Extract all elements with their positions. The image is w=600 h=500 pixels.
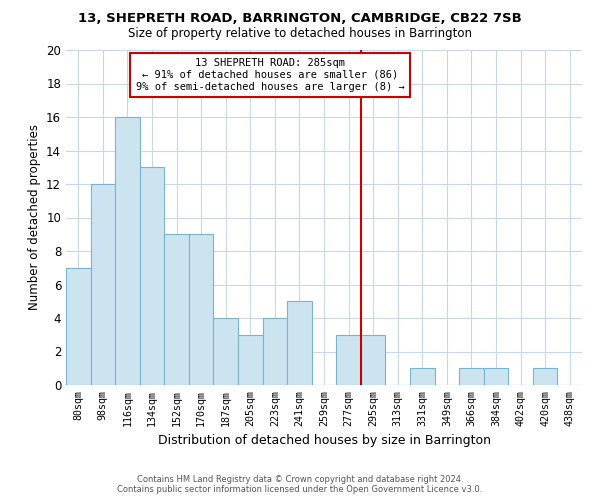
Bar (140, 167, 164, 385)
Bar (91, 184, 115, 385)
Bar (361, 335, 385, 385)
Bar (533, 368, 557, 385)
Bar (484, 368, 508, 385)
Bar (189, 234, 214, 385)
Bar (410, 368, 434, 385)
Text: 13 SHEPRETH ROAD: 285sqm
← 91% of detached houses are smaller (86)
9% of semi-de: 13 SHEPRETH ROAD: 285sqm ← 91% of detach… (136, 58, 404, 92)
Bar (115, 117, 140, 385)
Text: Contains HM Land Registry data © Crown copyright and database right 2024.
Contai: Contains HM Land Registry data © Crown c… (118, 474, 482, 494)
Bar (66, 268, 91, 385)
X-axis label: Distribution of detached houses by size in Barrington: Distribution of detached houses by size … (157, 434, 491, 447)
Y-axis label: Number of detached properties: Number of detached properties (28, 124, 41, 310)
Bar (164, 234, 189, 385)
Bar (263, 318, 287, 385)
Bar (459, 368, 484, 385)
Bar (214, 318, 238, 385)
Text: 13, SHEPRETH ROAD, BARRINGTON, CAMBRIDGE, CB22 7SB: 13, SHEPRETH ROAD, BARRINGTON, CAMBRIDGE… (78, 12, 522, 26)
Bar (238, 335, 263, 385)
Text: Size of property relative to detached houses in Barrington: Size of property relative to detached ho… (128, 28, 472, 40)
Bar (287, 301, 312, 385)
Bar (336, 335, 361, 385)
